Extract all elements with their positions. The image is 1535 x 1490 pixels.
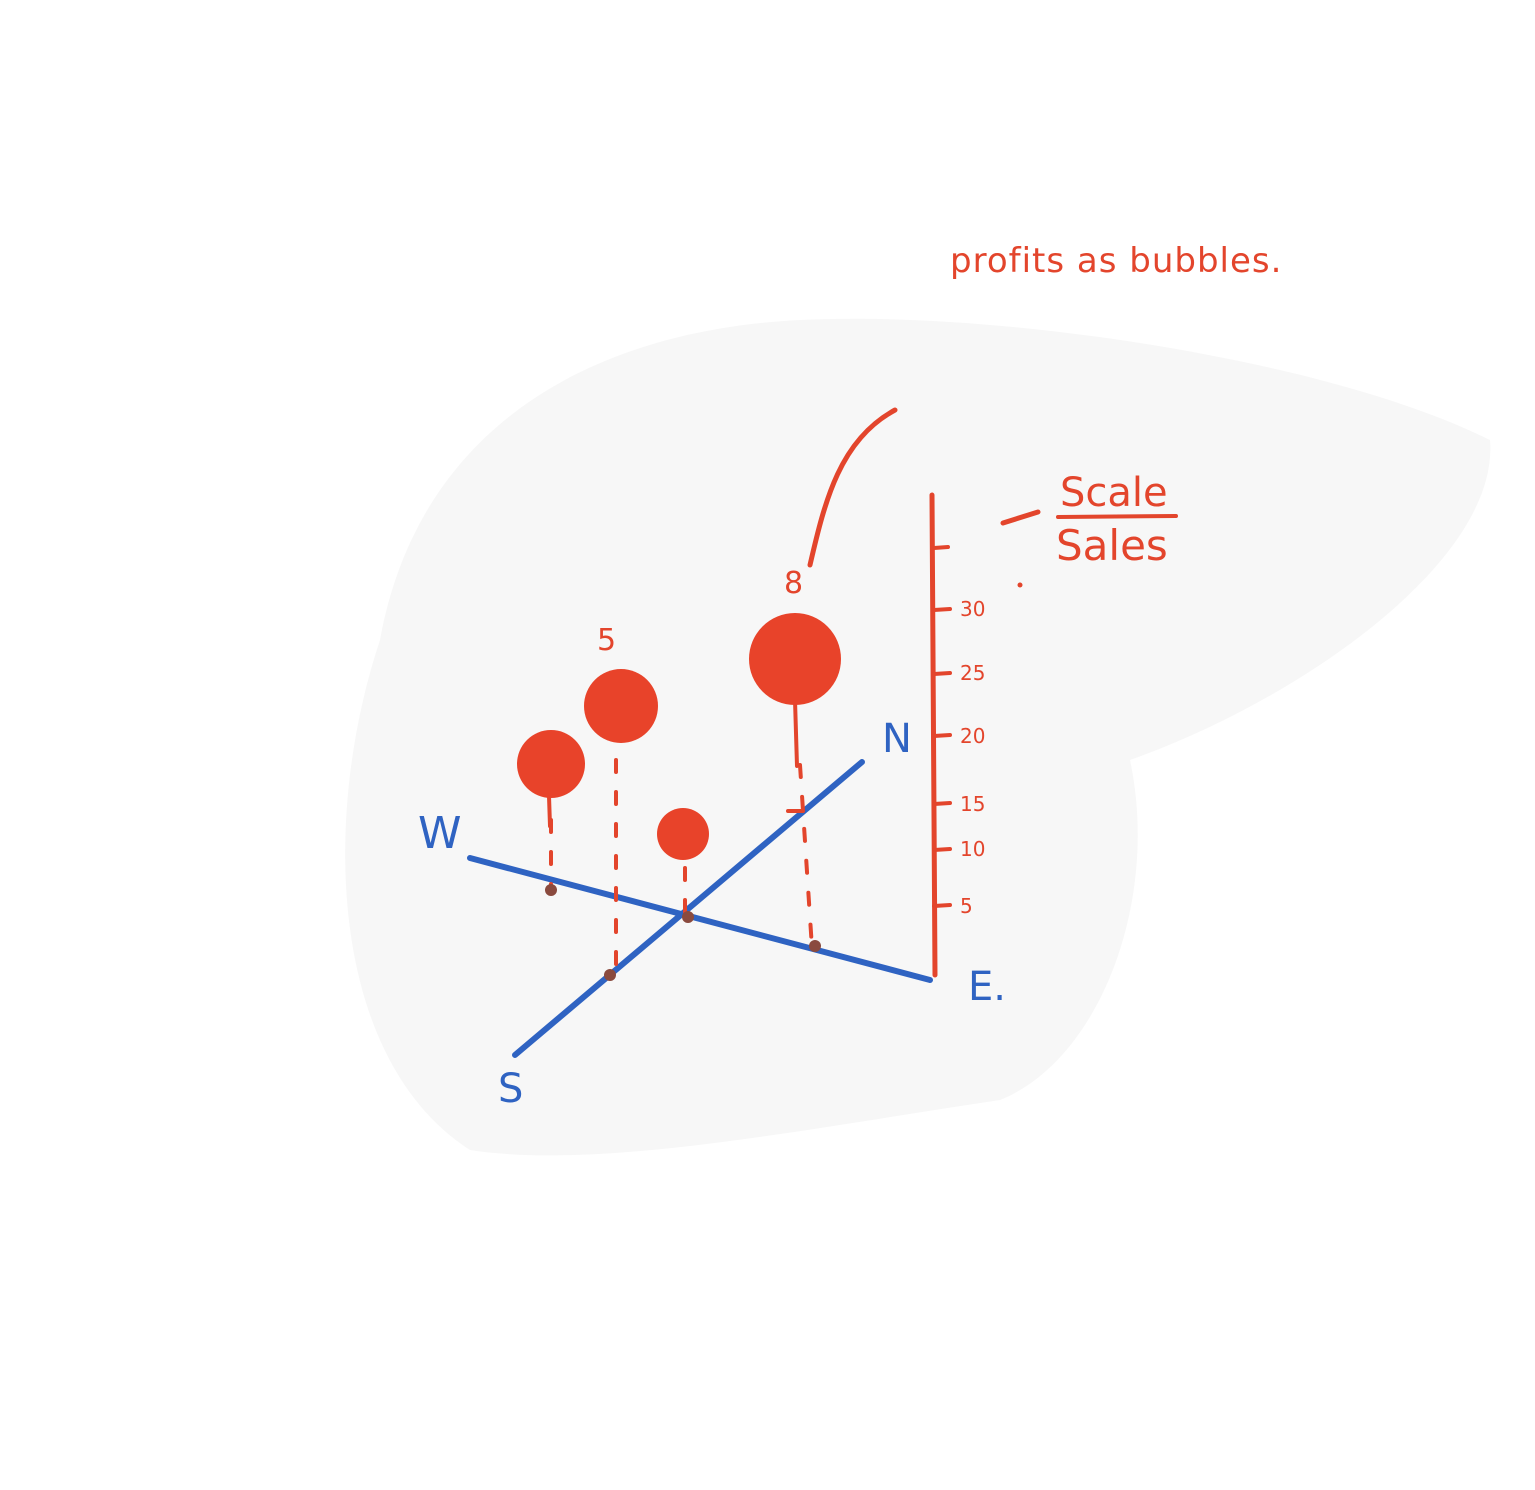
- note-text: profits as bubbles.: [950, 241, 1282, 281]
- drop-line-4: [798, 763, 814, 950]
- sales-tick-labels: 30 25 20 15 10 5: [960, 597, 985, 918]
- paper-shadow: [345, 318, 1491, 1156]
- drop-lines: [549, 758, 814, 977]
- ink-dot: [1017, 582, 1023, 588]
- axis-marks: [545, 884, 821, 981]
- bubble-3: [657, 808, 709, 860]
- tick-label-20: 20: [960, 724, 985, 748]
- scale-header: Scale: [1060, 470, 1168, 516]
- tick-label-15: 15: [960, 792, 985, 816]
- bubble-label-8: 8: [784, 566, 803, 601]
- west-label: W: [418, 808, 462, 859]
- bubble-2: [584, 669, 658, 743]
- bubble-1: [517, 730, 585, 798]
- bubble-label-5: 5: [597, 623, 616, 658]
- tick-label-10: 10: [960, 837, 985, 861]
- tick-label-30: 30: [960, 597, 985, 621]
- scale-dash: [1000, 509, 1041, 526]
- tick-label-25: 25: [960, 661, 985, 685]
- bubble-stems: [547, 698, 805, 828]
- sales-axis-ticks: [932, 545, 952, 908]
- leader-curve: [807, 407, 898, 568]
- bubbles: [517, 613, 841, 860]
- sales-axis-title: Sales: [1056, 521, 1168, 570]
- west-east-axis: [467, 855, 933, 983]
- north-label: N: [882, 716, 912, 762]
- bubble-4: [749, 613, 841, 705]
- tick-label-5: 5: [960, 894, 973, 918]
- scale-underline: [1056, 514, 1178, 519]
- south-label: S: [498, 1066, 523, 1112]
- east-label: E.: [968, 964, 1006, 1010]
